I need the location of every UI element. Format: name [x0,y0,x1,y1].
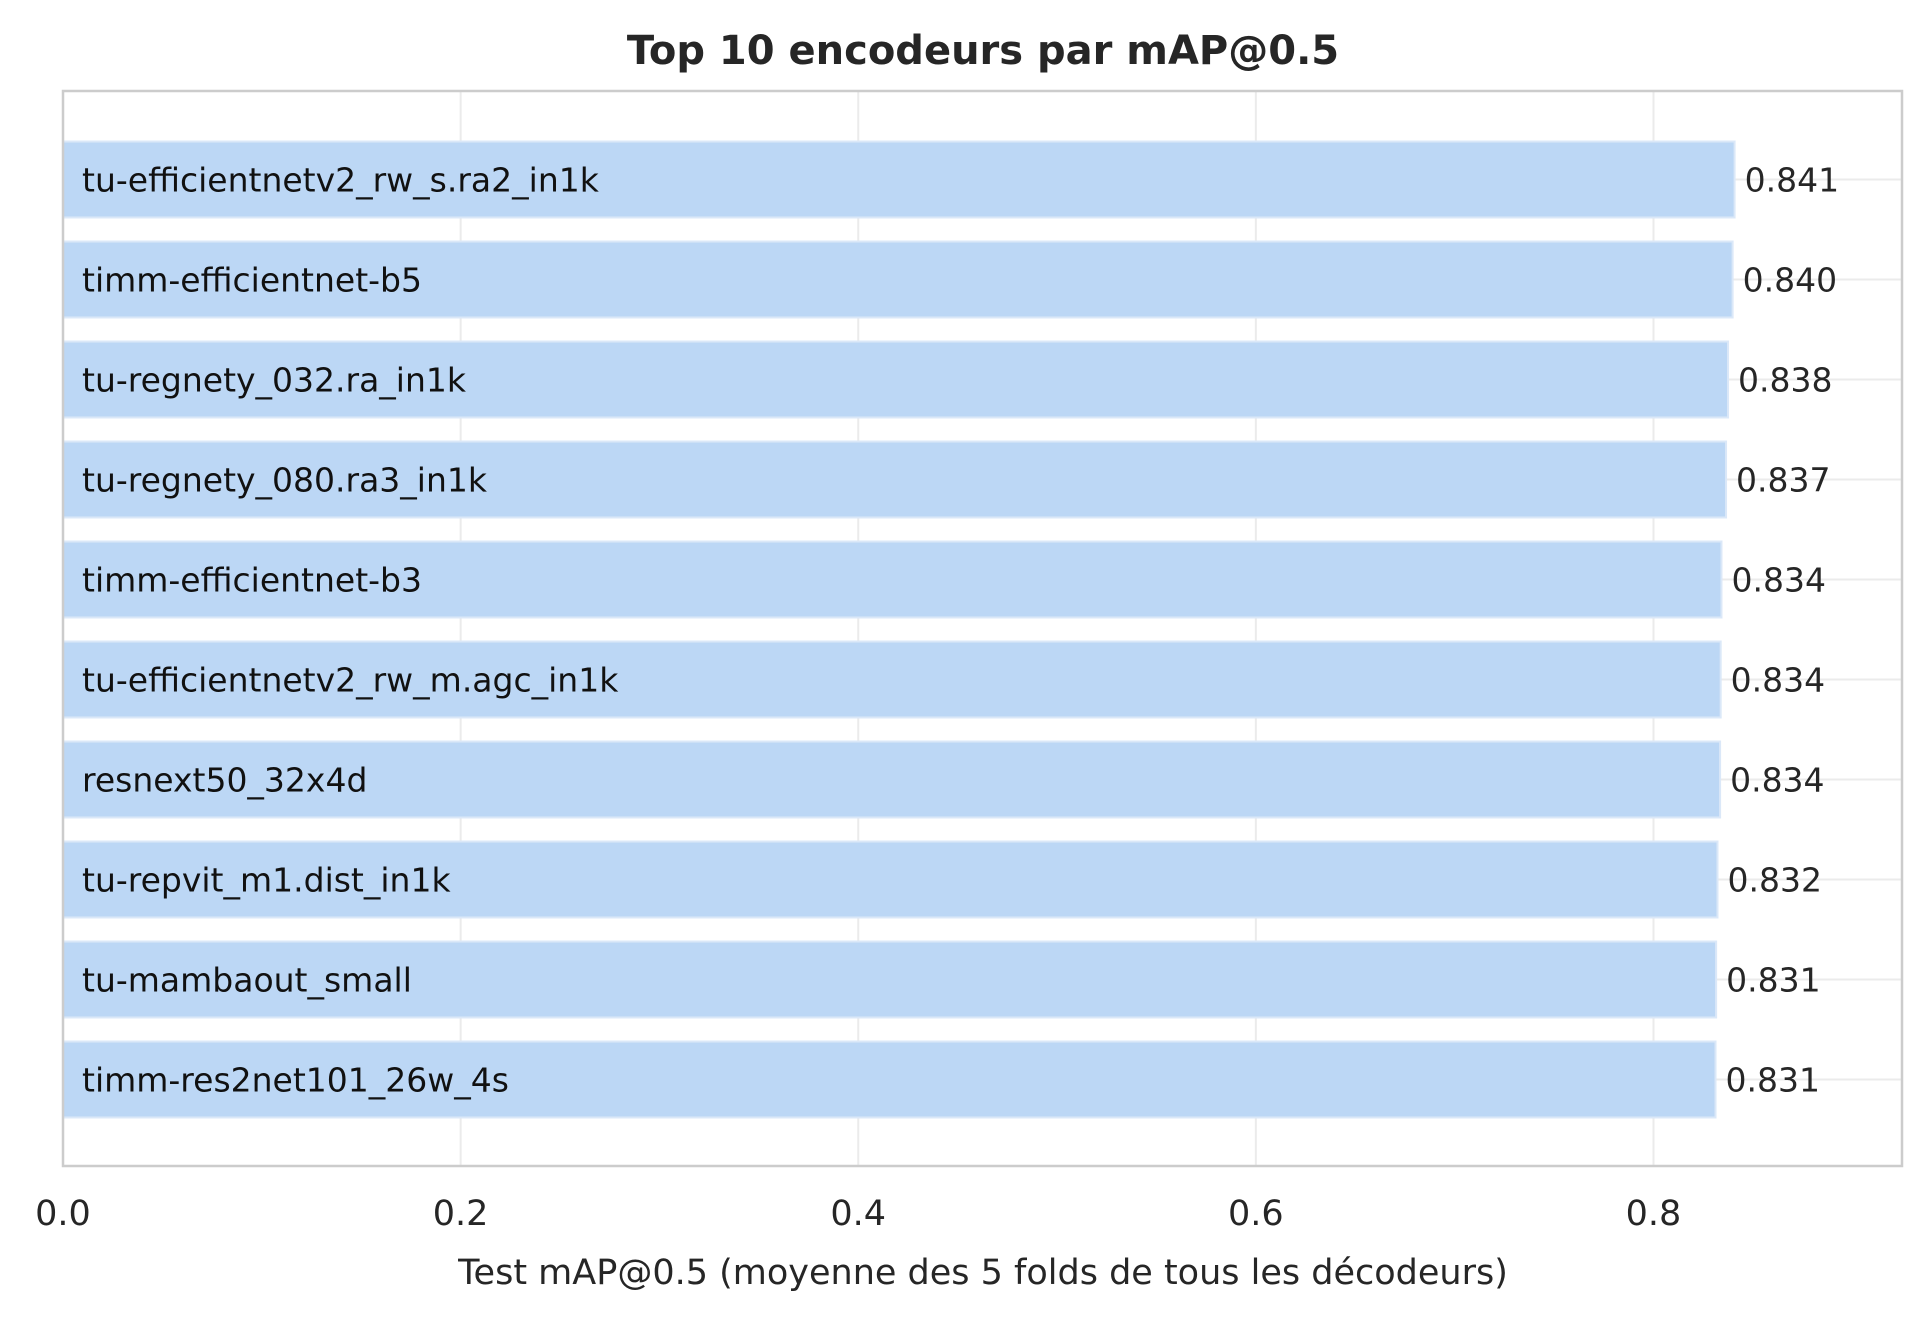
bar-value-label: 0.841 [1745,161,1839,200]
bars: tu-efficientnetv2_rw_s.ra2_in1k 0.841 timm… [62,140,1839,1119]
bar-category-label: tu-efficientnetv2_rw_s.ra2_in1k [82,161,600,200]
x-tick-label: 0.8 [1626,1194,1682,1234]
bar-category-label: tu-regnety_080.ra3_in1k [82,461,488,500]
x-tick-label: 0.6 [1228,1194,1284,1234]
bar [62,640,1722,719]
bar-category-label: tu-regnety_032.ra_in1k [82,361,467,400]
bar-category-label: resnext50_32x4d [82,761,367,800]
bar-value-label: 0.831 [1726,961,1820,1000]
x-tick-label: 0.4 [830,1194,886,1234]
bar [62,240,1734,319]
bar-value-label: 0.834 [1730,761,1824,800]
bar-value-label: 0.837 [1736,461,1830,500]
x-tick-label: 0.0 [35,1194,91,1234]
bar-category-label: timm-res2net101_26w_4s [82,1061,509,1100]
bar [62,440,1728,519]
bar-category-label: timm-efficientnet-b5 [82,261,422,300]
bar [62,1040,1717,1119]
bar [62,340,1730,419]
x-axis-label: Test mAP@0.5 (moyenne des 5 folds de tou… [457,1253,1508,1293]
axes-frame [61,89,1904,1168]
x-axis-ticks: 0.0 0.2 0.4 0.6 0.8 [35,1194,1681,1234]
bar [62,740,1722,819]
bar-value-label: 0.838 [1738,361,1832,400]
bar-category-label: tu-mambaout_small [82,961,412,1000]
bar [62,940,1718,1019]
bar-category-label: tu-repvit_m1.dist_in1k [82,861,451,900]
bar-value-label: 0.840 [1743,261,1837,300]
bar-value-label: 0.834 [1731,661,1825,700]
bar-category-label: timm-efficientnet-b3 [82,561,422,600]
bar [62,540,1723,619]
bar-value-label: 0.832 [1728,861,1822,900]
bar-value-label: 0.831 [1726,1061,1820,1100]
x-tick-label: 0.2 [433,1194,489,1234]
bar-category-label: tu-efficientnetv2_rw_m.agc_in1k [82,661,619,700]
bar [62,140,1736,219]
bar-value-label: 0.834 [1731,561,1825,600]
chart-title: Top 10 encodeurs par mAP@0.5 [627,28,1339,74]
